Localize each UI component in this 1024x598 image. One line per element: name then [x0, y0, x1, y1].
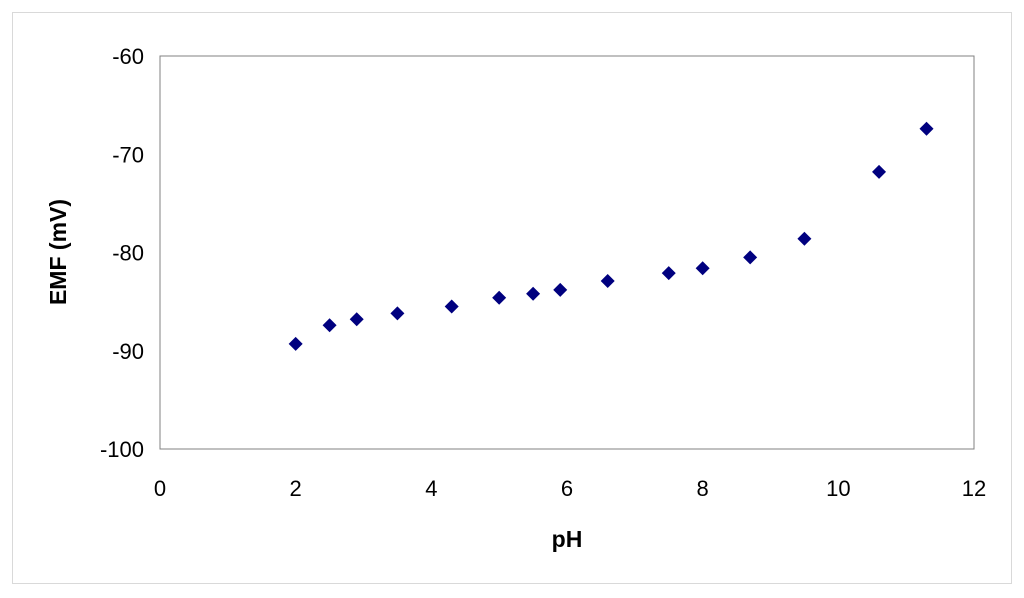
y-tick-label: -90: [112, 339, 144, 364]
data-points: [288, 121, 934, 351]
y-axis-title: EMF (mV): [45, 199, 71, 305]
x-axis-title: pH: [552, 526, 583, 552]
x-tick-label: 10: [826, 476, 850, 501]
x-tick-label: 12: [962, 476, 986, 501]
x-tick-label: 8: [697, 476, 709, 501]
data-point: [390, 306, 405, 321]
data-point: [743, 250, 758, 265]
x-tick-label: 0: [154, 476, 166, 501]
y-tick-label: -70: [112, 142, 144, 167]
data-point: [600, 273, 615, 288]
x-tick-label: 6: [561, 476, 573, 501]
x-tick-label: 4: [425, 476, 437, 501]
data-point: [695, 261, 710, 276]
data-point: [919, 121, 934, 136]
data-point: [526, 286, 541, 301]
data-point: [553, 282, 568, 297]
data-point: [797, 231, 812, 246]
y-axis-ticks: -60 -70 -80 -90 -100: [100, 44, 144, 462]
x-tick-label: 2: [290, 476, 302, 501]
data-point: [661, 266, 676, 281]
data-point: [322, 318, 337, 333]
data-point: [492, 290, 507, 305]
plot-area: [159, 55, 975, 450]
y-tick-label: -60: [112, 44, 144, 69]
data-point: [349, 312, 364, 327]
y-tick-label: -80: [112, 241, 144, 266]
data-point: [288, 336, 303, 351]
data-point: [872, 164, 887, 179]
y-tick-label: -100: [100, 437, 144, 462]
x-axis-ticks: 0 2 4 6 8 10 12: [154, 476, 986, 501]
data-point: [444, 299, 459, 314]
